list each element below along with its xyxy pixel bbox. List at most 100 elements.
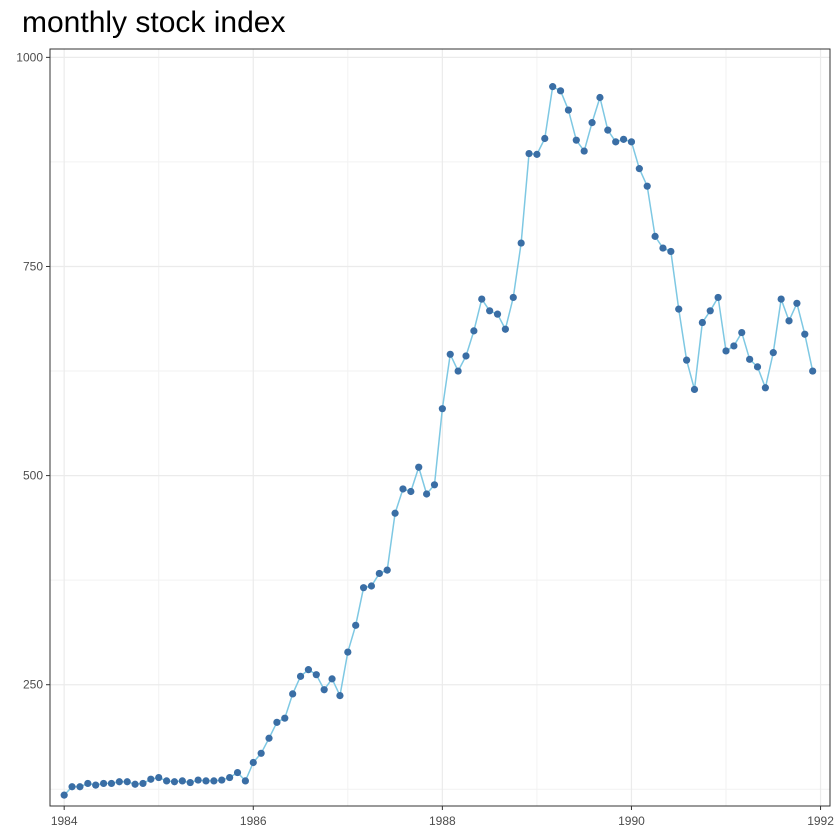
data-point bbox=[446, 350, 454, 358]
data-point bbox=[202, 777, 210, 785]
data-point bbox=[746, 355, 754, 363]
data-point bbox=[359, 584, 368, 592]
data-point bbox=[186, 778, 194, 787]
data-point bbox=[320, 686, 328, 694]
data-point bbox=[738, 328, 746, 337]
data-point bbox=[68, 783, 76, 791]
data-point bbox=[281, 714, 289, 722]
data-point bbox=[753, 363, 762, 371]
data-point bbox=[667, 247, 675, 256]
data-point bbox=[210, 777, 218, 785]
data-point bbox=[462, 352, 470, 360]
data-point bbox=[194, 776, 202, 784]
data-point bbox=[793, 299, 801, 307]
data-point bbox=[241, 777, 249, 785]
data-point bbox=[612, 138, 620, 146]
data-point bbox=[60, 791, 68, 799]
x-tick-label: 1984 bbox=[51, 814, 78, 828]
y-tick-label: 250 bbox=[23, 678, 43, 692]
data-point bbox=[344, 648, 352, 656]
data-point bbox=[415, 463, 423, 471]
data-point bbox=[107, 779, 116, 788]
data-point bbox=[131, 780, 139, 788]
data-point bbox=[801, 330, 809, 338]
data-point bbox=[643, 182, 651, 190]
data-point bbox=[399, 485, 407, 493]
data-point bbox=[659, 244, 667, 252]
data-point bbox=[486, 307, 494, 315]
data-point bbox=[289, 690, 297, 698]
series-line bbox=[63, 85, 814, 796]
data-point bbox=[698, 318, 706, 327]
axes bbox=[46, 56, 822, 810]
data-point bbox=[163, 777, 171, 785]
data-point bbox=[367, 582, 376, 590]
grid-lines bbox=[50, 49, 830, 806]
data-point bbox=[375, 569, 383, 578]
data-point bbox=[383, 566, 391, 574]
data-point bbox=[761, 384, 769, 392]
data-point bbox=[572, 136, 580, 144]
data-point bbox=[525, 149, 533, 158]
data-point bbox=[423, 490, 431, 498]
data-point bbox=[706, 307, 714, 315]
data-point bbox=[336, 691, 344, 700]
data-point bbox=[635, 165, 643, 173]
data-point bbox=[352, 621, 360, 629]
data-point bbox=[304, 666, 313, 674]
data-point bbox=[233, 768, 242, 777]
data-point bbox=[714, 293, 722, 302]
data-point bbox=[777, 295, 785, 303]
data-point bbox=[115, 778, 123, 786]
data-point bbox=[675, 305, 683, 313]
data-point bbox=[407, 487, 415, 496]
data-point bbox=[769, 349, 777, 357]
data-point bbox=[651, 232, 659, 240]
data-point bbox=[619, 135, 628, 143]
data-point bbox=[155, 773, 163, 782]
data-point bbox=[690, 385, 699, 394]
x-tick-label: 1992 bbox=[807, 814, 834, 828]
data-point bbox=[257, 749, 265, 757]
data-point bbox=[328, 675, 336, 683]
data-point bbox=[273, 718, 281, 726]
data-point bbox=[218, 776, 226, 784]
data-point bbox=[541, 134, 549, 143]
data-point bbox=[501, 325, 509, 333]
data-point bbox=[493, 310, 502, 318]
data-point bbox=[785, 317, 793, 325]
data-point bbox=[139, 779, 147, 788]
y-tick-label: 750 bbox=[23, 259, 43, 273]
data-point bbox=[478, 295, 486, 303]
y-tick-label: 500 bbox=[23, 469, 43, 483]
data-point bbox=[92, 781, 100, 789]
data-point bbox=[391, 509, 399, 517]
data-point bbox=[430, 481, 439, 489]
chart-title: monthly stock index bbox=[22, 6, 286, 39]
data-point bbox=[580, 147, 588, 155]
x-tick-label: 1990 bbox=[618, 814, 645, 828]
data-point bbox=[296, 672, 305, 680]
data-point bbox=[84, 779, 92, 788]
data-point bbox=[564, 106, 573, 114]
data-point bbox=[549, 83, 557, 91]
data-point bbox=[123, 778, 131, 786]
data-point bbox=[604, 126, 612, 134]
y-axis-tick-labels: 250 500 750 1000 bbox=[16, 50, 43, 691]
y-tick-label: 1000 bbox=[16, 50, 43, 64]
data-point bbox=[556, 87, 565, 95]
data-point bbox=[596, 93, 604, 102]
data-point bbox=[312, 671, 320, 679]
data-point bbox=[627, 138, 636, 146]
data-point bbox=[438, 405, 446, 413]
data-point bbox=[470, 327, 478, 335]
data-point bbox=[170, 778, 179, 786]
data-point bbox=[226, 773, 234, 782]
data-point bbox=[178, 777, 186, 785]
data-point bbox=[147, 775, 155, 783]
series-layer bbox=[60, 83, 817, 799]
data-point bbox=[809, 367, 817, 375]
data-point bbox=[517, 239, 525, 247]
x-tick-label: 1986 bbox=[240, 814, 267, 828]
